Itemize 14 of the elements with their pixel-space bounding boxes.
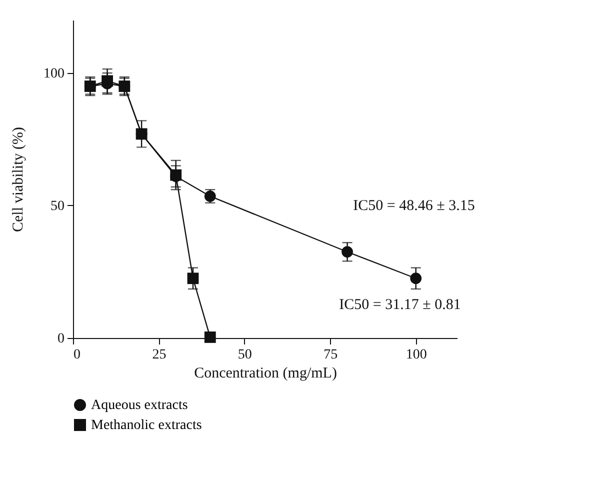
x-tick-label: 0 (74, 348, 80, 362)
x-tick-label: 75 (324, 348, 338, 362)
annotation: IC50 = 31.17 ± 0.81 (339, 297, 461, 313)
y-tick-label: 0 (58, 332, 64, 346)
y-axis-title: Cell viability (%) (10, 127, 26, 232)
x-tick-label: 50 (238, 348, 252, 362)
x-tick-label: 100 (406, 348, 427, 362)
legend-label: Aqueous extracts (91, 398, 188, 413)
x-tick-label: 25 (152, 348, 166, 362)
legend-label: Methanolic extracts (91, 418, 202, 433)
x-axis-title: Concentration (mg/mL) (194, 366, 337, 382)
y-tick-label: 100 (44, 66, 64, 82)
annotation: IC50 = 48.46 ± 3.15 (353, 198, 475, 214)
y-tick-label: 50 (50, 199, 64, 214)
